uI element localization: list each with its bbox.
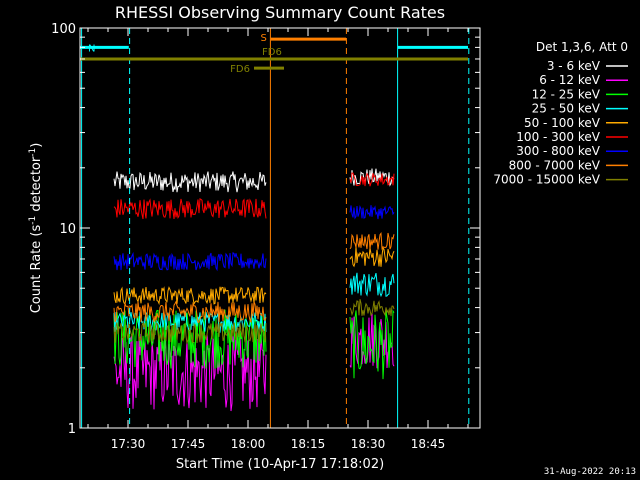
plot-layer: N S FD6 FD6 17:30 17:45 18:00 18:15 18:30 18:45 1 1… — [51, 22, 628, 451]
series-trace-2-1 — [349, 309, 395, 380]
flag-label-2: FD6 — [262, 47, 282, 58]
x-tick-label: 18:15 — [291, 437, 326, 451]
flag-label-3: FD6 — [230, 64, 250, 75]
series-trace-8-0 — [113, 320, 267, 345]
series-trace-8-1 — [349, 299, 395, 317]
y-tick-label: 1 — [68, 422, 76, 437]
legend-label-7: 800 - 7000 keV — [509, 158, 601, 172]
y-axis-label-end: ) — [29, 143, 44, 148]
y-axis-label-mid: detector — [29, 156, 44, 216]
x-axis-label: Start Time (10-Apr-17 17:18:02) — [176, 457, 384, 472]
series-trace-1-0 — [113, 333, 267, 412]
x-tick-label: 18:00 — [231, 437, 266, 451]
chart-title: RHESSI Observing Summary Count Rates — [115, 3, 445, 22]
legend-label-1: 6 - 12 keV — [539, 73, 601, 87]
series-trace-4-0 — [113, 286, 267, 306]
y-axis-label-main: Count Rate (s — [29, 225, 44, 314]
flag-label-0: N — [88, 43, 95, 54]
series-trace-0-0 — [113, 171, 267, 193]
series-trace-6-0 — [113, 251, 267, 272]
x-tick-label: 18:30 — [351, 437, 386, 451]
x-tick-label: 17:30 — [111, 437, 146, 451]
series-trace-3-1 — [349, 272, 395, 298]
series-trace-5-1 — [349, 172, 395, 187]
y-tick-label: 100 — [51, 22, 76, 37]
series-trace-7-0 — [113, 300, 267, 324]
series-trace-4-1 — [349, 246, 395, 268]
legend-label-5: 100 - 300 keV — [516, 130, 600, 144]
legend-label-0: 3 - 6 keV — [547, 59, 601, 73]
y-axis-label: Count Rate (s-1 detector-1) — [28, 143, 44, 314]
legend-label-4: 50 - 100 keV — [524, 116, 601, 130]
series-trace-7-1 — [349, 232, 395, 251]
legend-title: Det 1,3,6, Att 0 — [536, 40, 628, 54]
x-tick-label: 18:45 — [411, 437, 446, 451]
flag-label-1: S — [260, 33, 266, 44]
series-trace-5-0 — [113, 197, 267, 220]
legend-label-8: 7000 - 15000 keV — [493, 173, 600, 187]
x-tick-label: 17:45 — [171, 437, 206, 451]
y-axis-label-sup2: -1 — [28, 148, 38, 157]
y-axis-label-sup1: -1 — [28, 216, 38, 225]
plot-frame — [79, 27, 481, 429]
legend-label-3: 25 - 50 keV — [532, 102, 601, 116]
series-trace-6-1 — [349, 204, 395, 220]
footer-date: 31-Aug-2022 20:13 — [544, 467, 636, 477]
legend-label-6: 300 - 800 keV — [516, 144, 600, 158]
legend-label-2: 12 - 25 keV — [532, 87, 601, 101]
y-tick-label: 10 — [59, 222, 76, 237]
